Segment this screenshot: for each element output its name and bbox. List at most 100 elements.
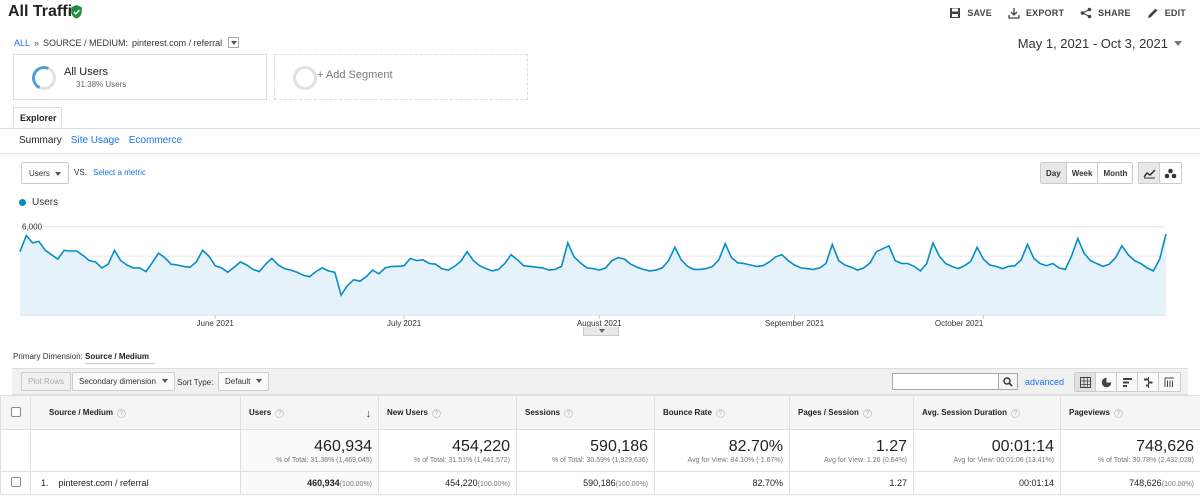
total-value: 590,186 (590, 438, 648, 455)
data-table: Source / Medium? Users? ↓ New Users? Sess… (0, 395, 1200, 495)
empty-segment-ring-icon (293, 66, 317, 90)
cell-value: 82.70% (752, 478, 783, 488)
table-search-input[interactable] (892, 373, 999, 390)
select-all-checkbox[interactable] (10, 406, 21, 417)
row-source-link[interactable]: pinterest.com / referral (58, 478, 149, 488)
table-row[interactable]: 1. pinterest.com / referral 460,934(100.… (0, 471, 1200, 495)
breadcrumb-dropdown[interactable] (228, 37, 240, 48)
line-chart-button[interactable] (1139, 163, 1160, 183)
date-range-picker[interactable]: May 1, 2021 - Oct 3, 2021 (1018, 36, 1182, 51)
column-header-source-medium[interactable]: Source / Medium? (30, 395, 241, 430)
share-button[interactable]: SHARE (1080, 7, 1131, 19)
explorer-subtabs: Summary Site Usage Ecommerce (19, 135, 182, 146)
column-label: Sessions (525, 407, 561, 417)
edit-label: EDIT (1164, 8, 1186, 18)
share-icon (1080, 7, 1092, 19)
column-header-pages-session[interactable]: Pages / Session? (789, 395, 914, 430)
breadcrumb: ALL » SOURCE / MEDIUM: pinterest.com / r… (14, 37, 240, 48)
sort-type-select[interactable]: Default (218, 372, 270, 391)
motion-chart-button[interactable] (1160, 163, 1181, 183)
export-button[interactable]: EXPORT (1008, 7, 1064, 19)
cell-percent: (100.00%) (615, 481, 648, 488)
cell-percent: (100.00%) (339, 481, 372, 488)
performance-view-button[interactable] (1117, 373, 1138, 391)
pivot-view-button[interactable] (1159, 373, 1180, 391)
total-value: 454,220 (452, 438, 510, 455)
column-header-sessions[interactable]: Sessions? (516, 395, 655, 430)
column-header-avg-session-duration[interactable]: Avg. Session Duration? (913, 395, 1061, 430)
save-button[interactable]: SAVE (949, 7, 992, 19)
totals-label-cell (30, 429, 241, 472)
chart-collapse-handle[interactable] (583, 327, 619, 336)
row-avg-duration: 00:01:14 (913, 471, 1061, 495)
help-icon[interactable]: ? (117, 408, 127, 418)
cell-percent: (100.00%) (477, 481, 510, 488)
subtab-divider (0, 153, 1200, 154)
column-header-new-users[interactable]: New Users? (378, 395, 517, 430)
subtab-ecommerce[interactable]: Ecommerce (128, 135, 183, 146)
tab-explorer[interactable]: Explorer (13, 107, 62, 128)
total-value: 00:01:14 (991, 438, 1054, 455)
breadcrumb-dimension: SOURCE / MEDIUM: (43, 37, 129, 48)
select-metric-link[interactable]: Select a metric (93, 168, 146, 177)
subtab-site-usage[interactable]: Site Usage (70, 135, 120, 146)
column-header-users[interactable]: Users? ↓ (240, 395, 379, 430)
total-avg-duration: 00:01:14 Avg for View: 00:01:06 (13.41%) (913, 429, 1061, 472)
period-week-button[interactable]: Week (1067, 163, 1099, 183)
cell-value: 460,934 (307, 478, 340, 488)
period-day-button[interactable]: Day (1041, 163, 1067, 183)
total-context: % of Total: 31.51% (1,441,572) (414, 457, 510, 464)
help-icon[interactable]: ? (1011, 408, 1021, 418)
column-header-pageviews[interactable]: Pageviews? (1060, 395, 1200, 430)
help-icon[interactable]: ? (431, 408, 441, 418)
export-label: EXPORT (1025, 8, 1065, 18)
metric-select[interactable]: Users (21, 162, 69, 184)
total-value: 460,934 (314, 438, 372, 455)
grid-icon (1079, 376, 1091, 388)
help-icon[interactable]: ? (275, 408, 285, 418)
advanced-filter-link[interactable]: advanced (1025, 377, 1065, 387)
comparison-view-button[interactable] (1138, 373, 1159, 391)
breadcrumb-separator: » (34, 37, 40, 48)
plot-rows-button[interactable]: Plot Rows (21, 372, 72, 391)
pivot-icon (1164, 377, 1174, 387)
primary-dimension-label: Primary Dimension: (13, 352, 83, 361)
pie-view-button[interactable] (1096, 373, 1117, 391)
chevron-down-icon (1174, 41, 1182, 46)
column-label: Users (249, 407, 272, 417)
verified-shield-icon (71, 5, 82, 19)
add-segment-label: + Add Segment (317, 69, 393, 81)
primary-dimension-value[interactable]: Source / Medium (85, 352, 150, 361)
total-context: % of Total: 30.59% (1,929,636) (552, 457, 648, 464)
totals-row: 460,934 % of Total: 31.38% (1,469,045) 45… (0, 429, 1200, 472)
select-all-header (0, 395, 31, 430)
row-new-users: 454,220(100.00%) (378, 471, 517, 495)
help-icon[interactable]: ? (862, 408, 872, 418)
data-table-view-button[interactable] (1075, 373, 1096, 391)
help-icon[interactable]: ? (564, 408, 574, 418)
breadcrumb-all-link[interactable]: ALL (14, 37, 31, 48)
sort-type-label: Sort Type: (177, 378, 214, 387)
search-button[interactable] (998, 373, 1018, 390)
secondary-dimension-select[interactable]: Secondary dimension (72, 372, 175, 391)
edit-button[interactable]: EDIT (1147, 7, 1186, 19)
column-label: New Users (387, 407, 428, 417)
column-header-bounce-rate[interactable]: Bounce Rate? (654, 395, 790, 430)
save-label: SAVE (967, 8, 992, 18)
x-tick-label: June 2021 (197, 319, 235, 328)
subtab-summary[interactable]: Summary (19, 135, 62, 146)
legend-label: Users (32, 197, 59, 208)
help-icon[interactable]: ? (1113, 408, 1123, 418)
total-context: Avg for View: 00:01:06 (13.41%) (953, 457, 1054, 464)
column-label: Source / Medium (49, 407, 114, 417)
add-segment-button[interactable]: + Add Segment (274, 54, 528, 100)
help-icon[interactable]: ? (715, 408, 725, 418)
report-actions: SAVE EXPORT SHARE EDIT (949, 7, 1186, 19)
period-month-button[interactable]: Month (1103, 169, 1128, 178)
cell-value: 00:01:14 (1018, 478, 1054, 488)
bar-list-icon (1122, 377, 1132, 387)
row-checkbox[interactable] (10, 477, 21, 487)
page-header: All Traffic SAVE EXPORT SHARE EDIT (0, 0, 1200, 26)
users-line (19, 233, 1167, 298)
segment-all-users[interactable]: All Users 31.38% Users (13, 54, 267, 100)
